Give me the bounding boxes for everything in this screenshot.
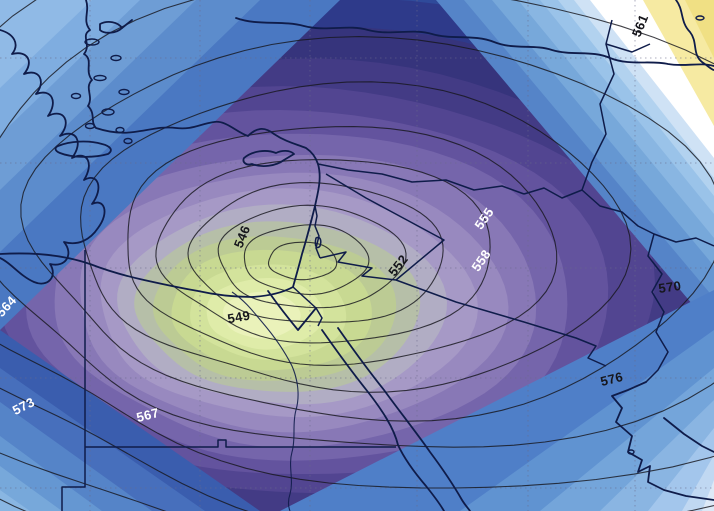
- isoline-564: [0, 0, 714, 448]
- country-border: [292, 286, 323, 327]
- country-border: [317, 163, 525, 195]
- country-border: [605, 43, 651, 53]
- isoline-561: [20, 36, 714, 422]
- isoline: [267, 241, 338, 281]
- coastline: [121, 19, 133, 29]
- island-outline: [93, 74, 107, 82]
- country-border: [523, 187, 583, 199]
- fill-band: [223, 291, 301, 339]
- isoline-552: [155, 159, 491, 344]
- isoline-546: [217, 204, 407, 309]
- coastline: [267, 290, 317, 331]
- contour-label-576: 576: [599, 369, 625, 389]
- island-outline: [118, 88, 130, 96]
- isoline-558: [80, 81, 632, 393]
- island-outline: [101, 108, 115, 116]
- river: [231, 291, 299, 511]
- island-outline: [84, 38, 100, 46]
- coastline: [611, 381, 714, 501]
- coastline: [83, 0, 319, 165]
- isoline-555: [127, 126, 558, 366]
- coastline: [0, 29, 106, 285]
- contour-label-570: 570: [657, 278, 682, 296]
- isoline-567: [0, 0, 714, 489]
- country-border: [314, 205, 321, 259]
- country-border: [653, 233, 714, 247]
- island-outline: [84, 122, 96, 130]
- country-border: [319, 251, 397, 281]
- island-outline: [695, 15, 705, 21]
- country-border: [395, 279, 607, 367]
- country-border: [314, 236, 322, 249]
- island-outline: [70, 92, 82, 100]
- isoline: [243, 224, 370, 295]
- coastline: [242, 149, 295, 167]
- coastline: [663, 417, 714, 453]
- bottom_left-shade-wedge: [0, 490, 30, 511]
- coastline: [321, 329, 445, 511]
- country-border: [581, 189, 669, 383]
- contour-label-549: 549: [226, 308, 251, 327]
- country-border: [85, 439, 396, 448]
- coastline: [0, 163, 321, 298]
- island-outline: [115, 126, 125, 134]
- coastline: [54, 140, 112, 158]
- coastline: [235, 17, 714, 67]
- coastline: [675, 0, 714, 71]
- isoline-549: [187, 182, 444, 323]
- country-border: [325, 173, 445, 281]
- coastline: [337, 327, 471, 511]
- top_right-shade-wedge: [643, 0, 714, 126]
- island-outline: [110, 54, 122, 62]
- contour-label-567: 567: [135, 405, 161, 425]
- island-outline: [627, 449, 635, 455]
- island-outline: [123, 137, 133, 145]
- top_left-shade-wedge: [0, 0, 92, 88]
- country-border: [61, 250, 86, 511]
- top_right-shade-wedge: [685, 0, 714, 58]
